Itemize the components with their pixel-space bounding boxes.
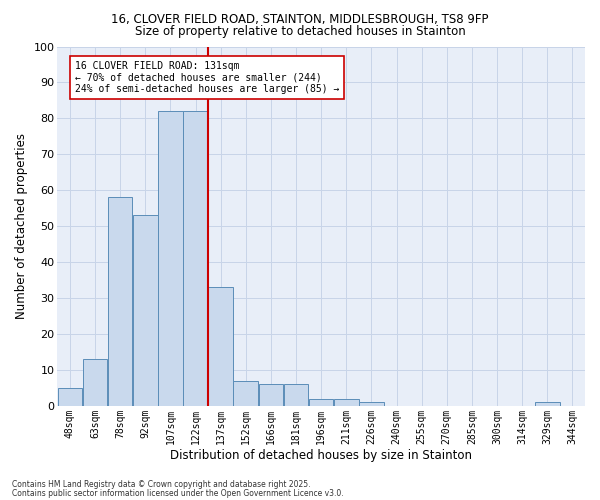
- Text: 16, CLOVER FIELD ROAD, STAINTON, MIDDLESBROUGH, TS8 9FP: 16, CLOVER FIELD ROAD, STAINTON, MIDDLES…: [111, 12, 489, 26]
- Bar: [133, 216, 158, 406]
- Bar: [158, 111, 183, 406]
- Text: Contains public sector information licensed under the Open Government Licence v3: Contains public sector information licen…: [12, 488, 344, 498]
- Text: 16 CLOVER FIELD ROAD: 131sqm
← 70% of detached houses are smaller (244)
24% of s: 16 CLOVER FIELD ROAD: 131sqm ← 70% of de…: [75, 61, 339, 94]
- Bar: [359, 402, 384, 406]
- X-axis label: Distribution of detached houses by size in Stainton: Distribution of detached houses by size …: [170, 450, 472, 462]
- Bar: [284, 384, 308, 406]
- Bar: [183, 111, 208, 406]
- Text: Contains HM Land Registry data © Crown copyright and database right 2025.: Contains HM Land Registry data © Crown c…: [12, 480, 311, 489]
- Bar: [334, 398, 359, 406]
- Bar: [535, 402, 560, 406]
- Text: Size of property relative to detached houses in Stainton: Size of property relative to detached ho…: [134, 25, 466, 38]
- Bar: [108, 198, 133, 406]
- Bar: [58, 388, 82, 406]
- Bar: [208, 288, 233, 406]
- Bar: [233, 381, 258, 406]
- Bar: [259, 384, 283, 406]
- Bar: [309, 398, 334, 406]
- Bar: [83, 359, 107, 406]
- Y-axis label: Number of detached properties: Number of detached properties: [15, 133, 28, 319]
